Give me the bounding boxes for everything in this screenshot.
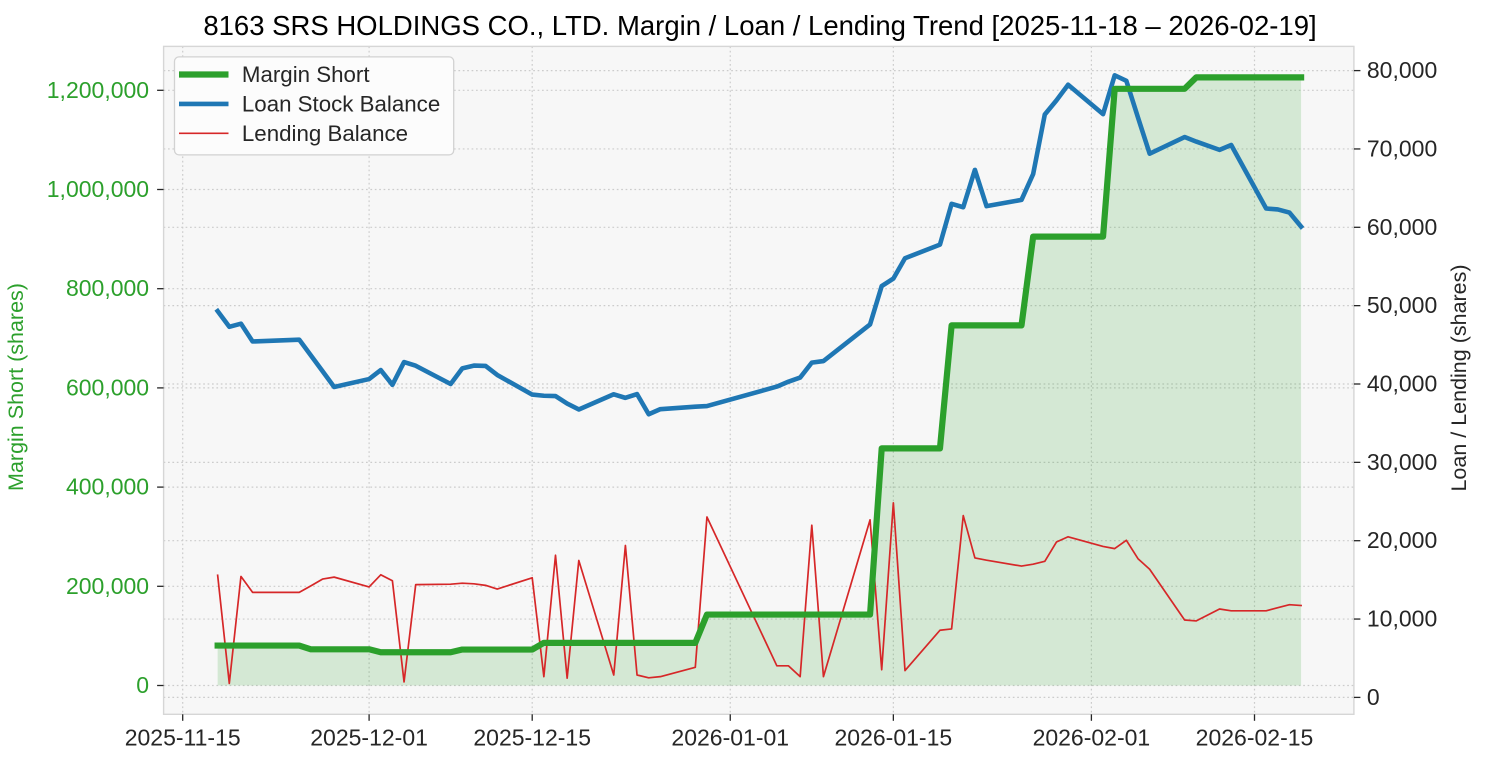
svg-text:40,000: 40,000 — [1367, 371, 1437, 397]
svg-text:0: 0 — [136, 672, 149, 698]
svg-text:20,000: 20,000 — [1367, 527, 1437, 553]
svg-text:10,000: 10,000 — [1367, 606, 1437, 632]
svg-text:30,000: 30,000 — [1367, 449, 1437, 475]
svg-text:1,200,000: 1,200,000 — [47, 77, 149, 103]
svg-text:Margin Short: Margin Short — [242, 62, 370, 87]
svg-text:400,000: 400,000 — [66, 474, 149, 500]
svg-text:60,000: 60,000 — [1367, 214, 1437, 240]
svg-text:2026-02-01: 2026-02-01 — [1033, 724, 1151, 750]
svg-text:80,000: 80,000 — [1367, 57, 1437, 83]
svg-text:2025-12-01: 2025-12-01 — [310, 724, 428, 750]
svg-text:600,000: 600,000 — [66, 374, 149, 400]
svg-text:0: 0 — [1367, 684, 1380, 710]
svg-text:70,000: 70,000 — [1367, 135, 1437, 161]
svg-text:Lending Balance: Lending Balance — [242, 121, 408, 146]
svg-text:2025-11-15: 2025-11-15 — [125, 724, 241, 750]
svg-text:2026-02-15: 2026-02-15 — [1196, 724, 1314, 750]
svg-text:50,000: 50,000 — [1367, 292, 1437, 318]
svg-text:2026-01-01: 2026-01-01 — [671, 724, 789, 750]
svg-text:Loan Stock Balance: Loan Stock Balance — [242, 91, 440, 116]
svg-text:800,000: 800,000 — [66, 275, 149, 301]
svg-text:Loan / Lending (shares): Loan / Lending (shares) — [1447, 264, 1471, 491]
svg-text:Margin Short (shares): Margin Short (shares) — [4, 283, 28, 491]
svg-text:200,000: 200,000 — [66, 573, 149, 599]
svg-text:1,000,000: 1,000,000 — [47, 176, 149, 202]
svg-text:2026-01-15: 2026-01-15 — [835, 724, 953, 750]
svg-text:8163 SRS HOLDINGS CO., LTD. Ma: 8163 SRS HOLDINGS CO., LTD. Margin / Loa… — [203, 10, 1316, 41]
svg-text:2025-12-15: 2025-12-15 — [473, 724, 591, 750]
